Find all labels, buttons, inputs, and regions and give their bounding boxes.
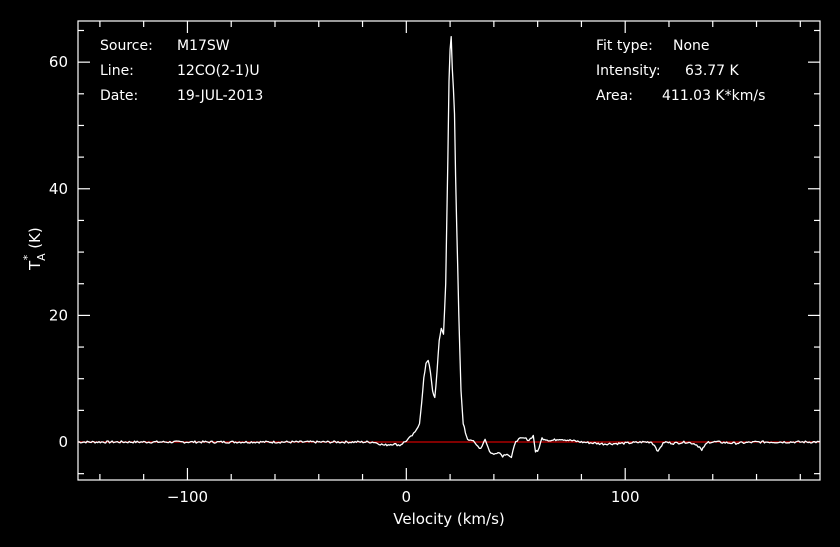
plot-frame — [77, 20, 821, 481]
y-tick-label: 20 — [49, 306, 68, 324]
source-value: M17SW — [177, 38, 230, 54]
series-line-spectrum — [77, 35, 821, 459]
x-axis-label: Velocity (km/s) — [393, 510, 504, 528]
y-axis-label-main: T — [26, 260, 44, 271]
axis-ticks — [78, 21, 820, 480]
info-right: Fit type: None Intensity: 63.77 K Area: … — [596, 38, 765, 104]
area-label: Area: — [596, 88, 633, 104]
area-value: 411.03 K*km/s — [662, 88, 765, 104]
info-left: Source: M17SW Line: 12CO(2-1)U Date: 19-… — [100, 38, 263, 104]
y-tick-label: 40 — [49, 180, 68, 198]
source-label: Source: — [100, 38, 153, 54]
y-axis-label-sub: A — [35, 253, 48, 261]
y-axis-label: TA* (K) — [21, 227, 48, 271]
line-value: 12CO(2-1)U — [177, 63, 260, 79]
x-tick-label: −100 — [167, 488, 208, 506]
date-label: Date: — [100, 88, 138, 104]
x-tick-label: 0 — [402, 488, 412, 506]
x-tick-label: 100 — [611, 488, 640, 506]
intensity-label: Intensity: — [596, 63, 661, 79]
y-tick-label: 0 — [58, 433, 68, 451]
fit-type-label: Fit type: — [596, 38, 653, 54]
axis-tick-labels: −100 0 100 0 20 40 60 — [49, 53, 640, 506]
intensity-value: 63.77 K — [685, 63, 740, 79]
fit-type-value: None — [673, 38, 710, 54]
y-axis-label-unit: (K) — [26, 227, 44, 249]
y-axis-label-sup: * — [21, 254, 34, 260]
date-value: 19-JUL-2013 — [177, 88, 263, 104]
svg-text:TA*(K): TA* (K) — [21, 227, 48, 271]
line-label: Line: — [100, 63, 134, 79]
y-tick-label: 60 — [49, 53, 68, 71]
